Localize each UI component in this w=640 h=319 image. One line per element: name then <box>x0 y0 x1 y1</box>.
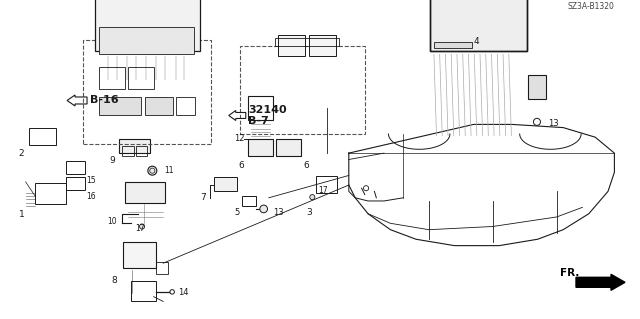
Bar <box>95 0 200 51</box>
Text: 17: 17 <box>318 186 328 195</box>
Bar <box>99 27 194 54</box>
Text: 17: 17 <box>136 224 145 233</box>
Text: FR.: FR. <box>560 268 579 278</box>
Bar <box>128 67 154 89</box>
Bar <box>145 97 173 115</box>
Text: 32140: 32140 <box>248 105 287 115</box>
Bar <box>430 0 527 51</box>
Bar <box>242 196 256 206</box>
Circle shape <box>148 166 157 175</box>
Text: 6: 6 <box>239 161 244 170</box>
Bar <box>35 183 66 204</box>
Text: 13: 13 <box>548 119 559 128</box>
Bar <box>276 139 301 156</box>
Bar <box>66 161 85 174</box>
Text: 11: 11 <box>164 166 173 175</box>
Text: 3: 3 <box>306 208 312 217</box>
FancyArrow shape <box>576 274 625 290</box>
Bar <box>156 262 168 274</box>
Text: 5: 5 <box>235 208 240 217</box>
Circle shape <box>364 186 369 191</box>
Text: 10: 10 <box>107 217 116 226</box>
Text: 15: 15 <box>86 176 96 185</box>
Text: 1: 1 <box>19 210 24 219</box>
Bar <box>248 139 273 156</box>
Bar <box>29 128 56 145</box>
Bar <box>275 38 339 46</box>
Bar <box>123 242 156 268</box>
Circle shape <box>260 205 268 213</box>
Bar <box>119 139 150 153</box>
Text: 7: 7 <box>200 193 206 202</box>
Bar <box>309 35 336 56</box>
Circle shape <box>534 118 540 125</box>
Text: 4: 4 <box>474 37 479 46</box>
Bar <box>240 46 365 134</box>
Circle shape <box>170 290 175 294</box>
Bar <box>176 97 195 115</box>
Bar <box>136 146 147 156</box>
Bar <box>66 177 85 190</box>
Text: 16: 16 <box>86 192 96 201</box>
Bar <box>131 281 156 301</box>
Bar <box>214 177 237 191</box>
Bar <box>278 35 305 56</box>
Bar <box>316 176 337 193</box>
Bar <box>99 67 125 89</box>
Text: 9: 9 <box>109 156 115 165</box>
Text: 13: 13 <box>273 208 284 217</box>
Text: SZ3A-B1320: SZ3A-B1320 <box>568 2 614 11</box>
Bar <box>99 97 141 115</box>
Text: 8: 8 <box>111 276 117 285</box>
Bar <box>248 96 273 120</box>
Circle shape <box>310 195 315 200</box>
Text: 6: 6 <box>303 161 309 170</box>
Text: B-7: B-7 <box>248 116 269 126</box>
Circle shape <box>140 224 145 229</box>
Text: B-16: B-16 <box>90 95 118 106</box>
Bar <box>125 182 165 203</box>
Bar <box>83 40 211 144</box>
Bar <box>434 42 472 48</box>
Text: 12: 12 <box>234 134 244 143</box>
Bar <box>528 75 546 99</box>
Text: 14: 14 <box>178 288 188 297</box>
Text: 2: 2 <box>19 149 24 158</box>
Bar <box>122 146 134 156</box>
Bar <box>430 0 527 51</box>
